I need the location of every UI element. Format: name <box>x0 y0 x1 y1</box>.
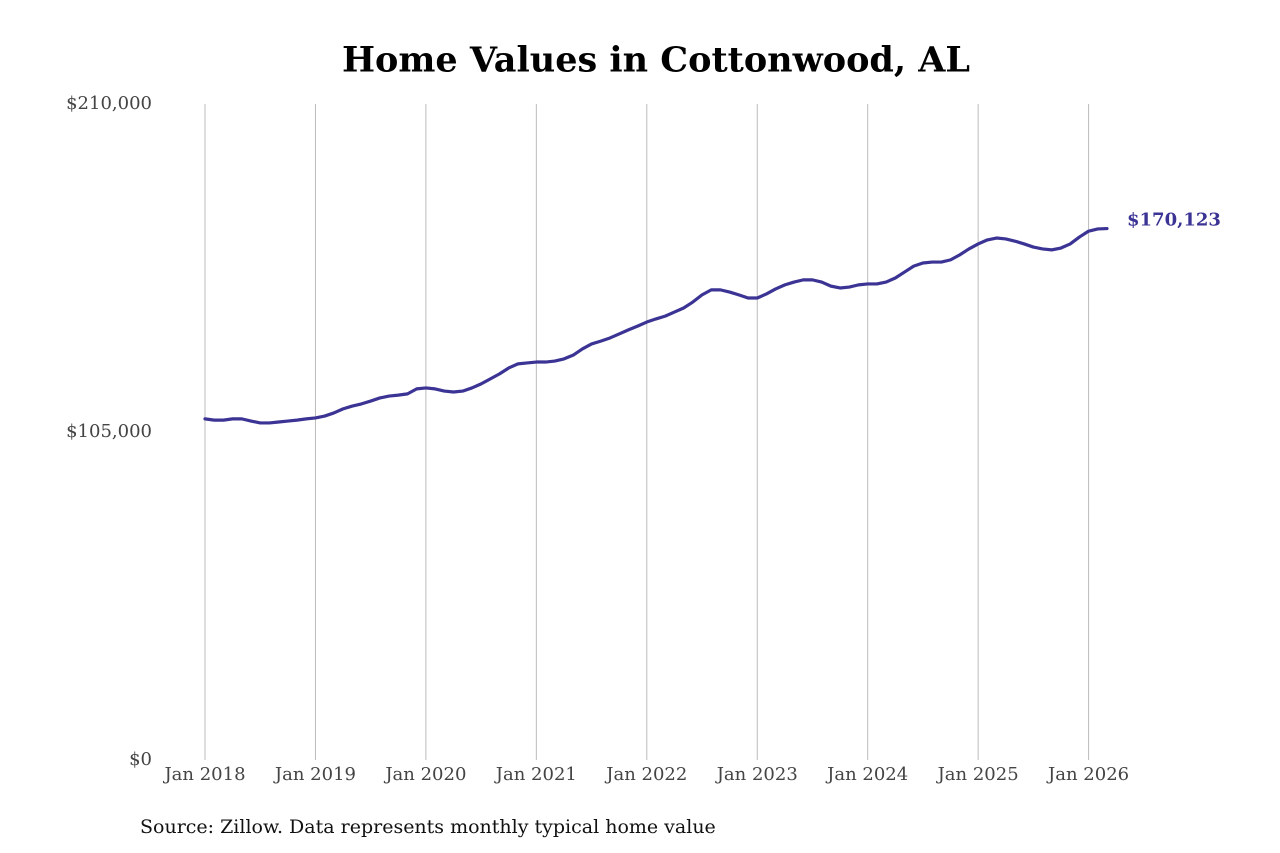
x-tick-label: Jan 2018 <box>162 764 245 785</box>
x-tick-label: Jan 2025 <box>936 764 1019 785</box>
y-tick-label: $0 <box>129 749 152 770</box>
y-tick-label: $210,000 <box>66 93 152 114</box>
x-tick-label: Jan 2022 <box>604 764 687 785</box>
x-tick-label: Jan 2023 <box>715 764 798 785</box>
x-tick-label: Jan 2021 <box>494 764 577 785</box>
x-tick-label: Jan 2020 <box>383 764 466 785</box>
caption: Source: Zillow. Data represents monthly … <box>140 816 716 838</box>
y-tick-label: $105,000 <box>66 421 152 442</box>
x-tick-label: Jan 2026 <box>1046 764 1129 785</box>
line <box>203 226 1109 425</box>
chart-title: Home Values in Cottonwood, AL <box>342 40 970 81</box>
value-label: $170,123 <box>1127 210 1221 231</box>
x-tick-label: Jan 2024 <box>825 764 908 785</box>
x-tick-label: Jan 2019 <box>273 764 356 785</box>
